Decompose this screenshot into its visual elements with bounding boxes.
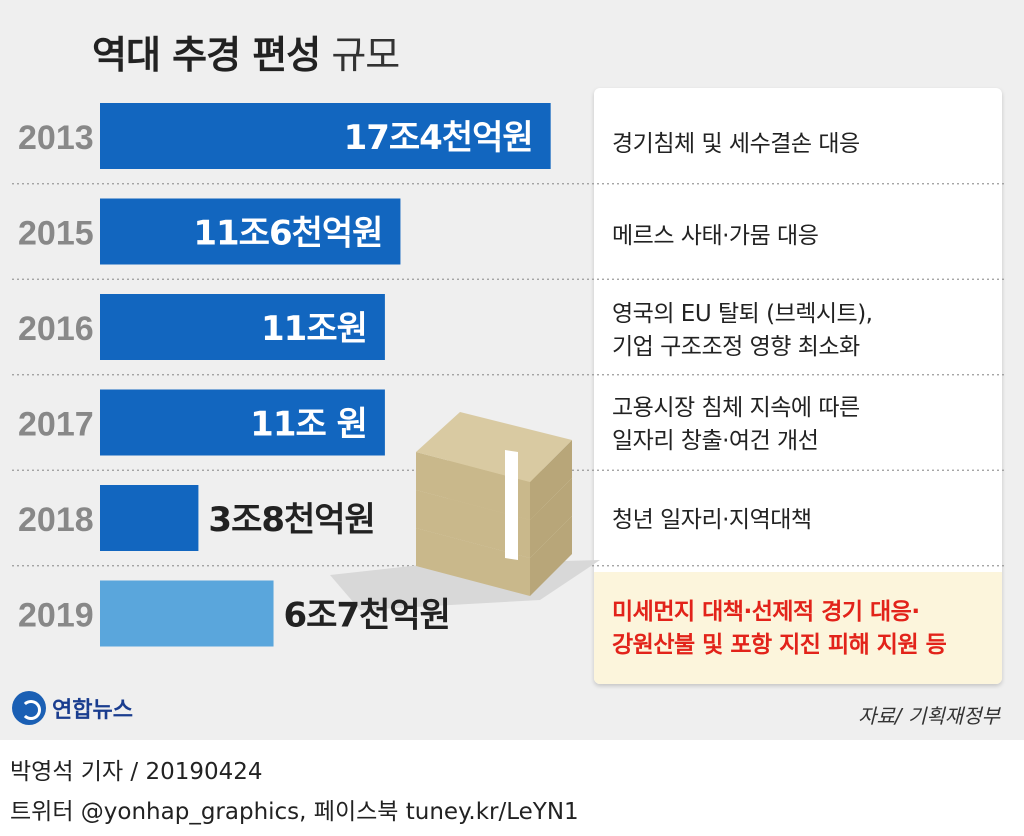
year-label-2016: 2016 bbox=[18, 310, 94, 348]
bar-2015 bbox=[100, 198, 401, 265]
bar-2016 bbox=[100, 294, 385, 360]
bar-chart: 2013 17조4천억원 2015 11조6천억원 2016 11조원 2017 11조 원 2… bbox=[12, 103, 1004, 647]
money-layer-front bbox=[416, 490, 530, 558]
title-light: 규모 bbox=[331, 33, 400, 77]
money-layer-front bbox=[416, 452, 530, 520]
year-label-2019: 2019 bbox=[18, 597, 94, 635]
yonhap-logo: 연합뉴스 bbox=[12, 688, 133, 728]
value-label-2016: 11조원 bbox=[261, 309, 367, 349]
notes-highlight bbox=[594, 572, 1002, 684]
money-layer-side bbox=[530, 478, 572, 558]
year-label-2017: 2017 bbox=[18, 406, 94, 444]
source-note: 자료/ 기획재정부 bbox=[858, 704, 1000, 728]
value-label-2019: 6조7천억원 bbox=[284, 596, 450, 636]
chart-title: 역대 추경 편성 규모 bbox=[92, 24, 400, 79]
note-2017: 고용시장 침체 지속에 따른 일자리 창출·여건 개선 bbox=[612, 395, 860, 454]
title-bold: 역대 추경 편성 bbox=[92, 33, 321, 77]
bar-2017 bbox=[100, 389, 385, 456]
bar-2018 bbox=[100, 485, 199, 551]
value-label-2013: 17조4천억원 bbox=[344, 118, 533, 158]
logo-text: 연합뉴스 bbox=[52, 698, 133, 723]
value-label-2015: 11조6천억원 bbox=[193, 214, 382, 254]
credit-social: 트위터 @yonhap_graphics, 페이스북 tuney.kr/LeYN… bbox=[10, 799, 579, 825]
credit-reporter: 박영석 기자 / 20190424 bbox=[10, 759, 263, 785]
money-layer-side bbox=[530, 516, 572, 596]
note-2019: 미세먼지 대책·선제적 경기 대응· 강원산불 및 포항 지진 피해 지원 등 bbox=[612, 599, 947, 658]
year-label-2013: 2013 bbox=[18, 119, 94, 157]
value-label-2017: 11조 원 bbox=[250, 405, 367, 445]
year-label-2018: 2018 bbox=[18, 501, 94, 539]
note-2013: 경기침체 및 세수결손 대응 bbox=[612, 131, 860, 157]
money-band bbox=[505, 450, 518, 560]
bar-2013 bbox=[100, 103, 551, 169]
yonhap-logo-icon bbox=[12, 691, 46, 725]
year-label-2015: 2015 bbox=[18, 215, 94, 253]
money-layer-side bbox=[530, 440, 572, 520]
value-label-2018: 3조8천억원 bbox=[208, 500, 374, 540]
money-layer-front bbox=[416, 528, 530, 596]
note-2015: 메르스 사태·가뭄 대응 bbox=[612, 223, 819, 249]
money-layer-top bbox=[416, 412, 572, 482]
bar-2019 bbox=[100, 580, 274, 647]
note-2016: 영국의 EU 탈퇴 (브렉시트), 기업 구조조정 영향 최소화 bbox=[612, 301, 873, 360]
money-stack-icon bbox=[330, 412, 600, 610]
note-2018: 청년 일자리·지역대책 bbox=[612, 507, 812, 533]
